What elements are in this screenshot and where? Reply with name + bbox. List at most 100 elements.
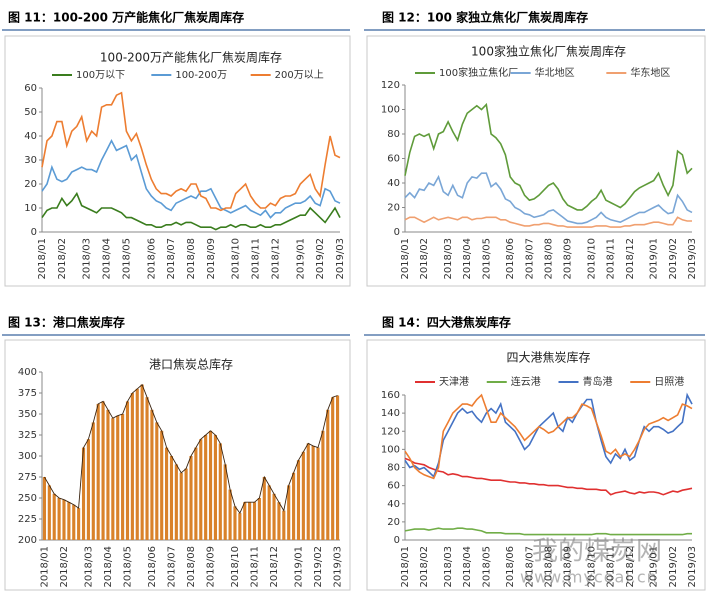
legend-label: 连云港 bbox=[511, 375, 541, 388]
bar bbox=[233, 506, 237, 540]
y-tick-label: 375 bbox=[18, 388, 37, 399]
x-tick-label: 2018/01 bbox=[37, 238, 48, 280]
x-tick-label: 2018/08 bbox=[544, 238, 555, 280]
chart-frame bbox=[4, 339, 351, 591]
x-tick-label: 2018/03 bbox=[83, 546, 94, 588]
bar bbox=[218, 443, 222, 540]
legend-label: 100家独立焦化厂 bbox=[439, 66, 518, 79]
x-tick-label: 2018/06 bbox=[147, 546, 158, 588]
y-tick-label: 0 bbox=[394, 535, 400, 546]
bar bbox=[77, 508, 81, 540]
chart-frame bbox=[4, 35, 351, 287]
bar bbox=[204, 435, 208, 540]
x-tick-label: 2018/09 bbox=[563, 238, 574, 280]
chart-frame bbox=[366, 35, 706, 287]
y-tick-label: 40 bbox=[387, 499, 400, 510]
bar bbox=[248, 502, 252, 540]
series-line bbox=[41, 91, 341, 212]
x-tick-label: 2019/03 bbox=[687, 546, 698, 588]
legend-label: 华东地区 bbox=[630, 66, 670, 79]
bar bbox=[179, 472, 183, 540]
bar bbox=[135, 388, 139, 540]
bar-outline-line bbox=[44, 383, 338, 514]
x-tick-label: 2018/09 bbox=[206, 546, 217, 588]
y-tick-label: 40 bbox=[387, 178, 400, 189]
x-tick-label: 2018/10 bbox=[587, 546, 598, 588]
bar bbox=[228, 489, 232, 540]
bar bbox=[62, 499, 66, 540]
series-line bbox=[404, 393, 693, 480]
bar bbox=[321, 430, 325, 540]
bar bbox=[208, 430, 213, 540]
y-tick-label: 160 bbox=[381, 390, 400, 401]
y-tick-label: 50 bbox=[24, 107, 37, 118]
y-tick-label: 0 bbox=[394, 227, 400, 238]
x-tick-label: 2018/05 bbox=[481, 238, 492, 280]
bar bbox=[160, 430, 164, 540]
x-tick-label: 2018/03 bbox=[443, 546, 454, 588]
x-tick-label: 2018/10 bbox=[231, 238, 242, 280]
y-tick-label: 300 bbox=[18, 451, 37, 462]
x-tick-label: 2018/07 bbox=[166, 546, 177, 588]
x-tick-label: 2018/03 bbox=[443, 238, 454, 280]
x-tick-label: 2019/02 bbox=[668, 546, 679, 588]
bar bbox=[301, 451, 305, 540]
x-tick-label: 2018/01 bbox=[400, 546, 411, 588]
x-tick-label: 2018/07 bbox=[524, 546, 535, 588]
x-tick-label: 2018/05 bbox=[122, 546, 133, 588]
bar bbox=[296, 460, 301, 540]
x-tick-label: 2019/01 bbox=[293, 546, 304, 588]
y-tick-label: 80 bbox=[387, 463, 400, 474]
legend-label: 100万以下 bbox=[76, 70, 125, 81]
bar bbox=[282, 510, 286, 540]
y-tick-label: 120 bbox=[381, 80, 400, 91]
watermark-url: www.mycoal.cn bbox=[520, 568, 658, 587]
bar bbox=[199, 439, 203, 540]
x-tick-label: 2018/02 bbox=[57, 238, 68, 280]
figure-caption: 图 11：100-200 万产能焦化厂焦炭周库存 bbox=[8, 10, 244, 25]
x-tick-label: 2018/05 bbox=[121, 238, 132, 280]
x-tick-label: 2018/06 bbox=[505, 238, 516, 280]
y-tick-label: 325 bbox=[18, 430, 37, 441]
bar bbox=[67, 502, 71, 540]
bar bbox=[272, 493, 276, 540]
bar bbox=[165, 447, 169, 540]
x-tick-label: 2018/05 bbox=[481, 546, 492, 588]
bar bbox=[72, 504, 76, 540]
bar bbox=[262, 477, 266, 540]
watermark-name: 我的煤炭网 bbox=[532, 537, 662, 567]
bar bbox=[292, 472, 296, 540]
bar bbox=[252, 502, 257, 540]
bar bbox=[326, 409, 330, 540]
x-tick-label: 2019/01 bbox=[649, 546, 660, 588]
bar bbox=[194, 447, 198, 540]
bar bbox=[287, 485, 291, 540]
bar bbox=[155, 422, 159, 540]
bar bbox=[267, 485, 271, 540]
x-tick-label: 2018/01 bbox=[39, 546, 50, 588]
x-tick-label: 2018/11 bbox=[250, 546, 261, 588]
bar bbox=[243, 502, 247, 540]
bar bbox=[91, 422, 95, 540]
chart-title: 100-200万产能焦化厂焦炭周库存 bbox=[100, 50, 282, 65]
x-tick-label: 2019/02 bbox=[313, 546, 324, 588]
x-tick-label: 2018/03 bbox=[82, 238, 93, 280]
series-line bbox=[404, 102, 693, 211]
legend-label: 天津港 bbox=[439, 376, 469, 388]
bar bbox=[106, 409, 110, 540]
bar bbox=[140, 384, 144, 540]
legend-label: 200万以上 bbox=[275, 69, 324, 81]
bar bbox=[335, 395, 340, 540]
x-tick-label: 2018/10 bbox=[230, 546, 241, 588]
bar bbox=[111, 418, 115, 540]
x-tick-label: 2018/12 bbox=[625, 238, 636, 280]
x-tick-label: 2018/02 bbox=[59, 546, 70, 588]
x-tick-label: 2018/11 bbox=[606, 238, 617, 280]
x-tick-label: 2018/12 bbox=[270, 238, 281, 280]
y-tick-label: 100 bbox=[381, 444, 400, 455]
x-tick-label: 2019/02 bbox=[315, 238, 326, 280]
x-tick-label: 2019/03 bbox=[335, 238, 346, 280]
x-tick-label: 2018/08 bbox=[186, 546, 197, 588]
